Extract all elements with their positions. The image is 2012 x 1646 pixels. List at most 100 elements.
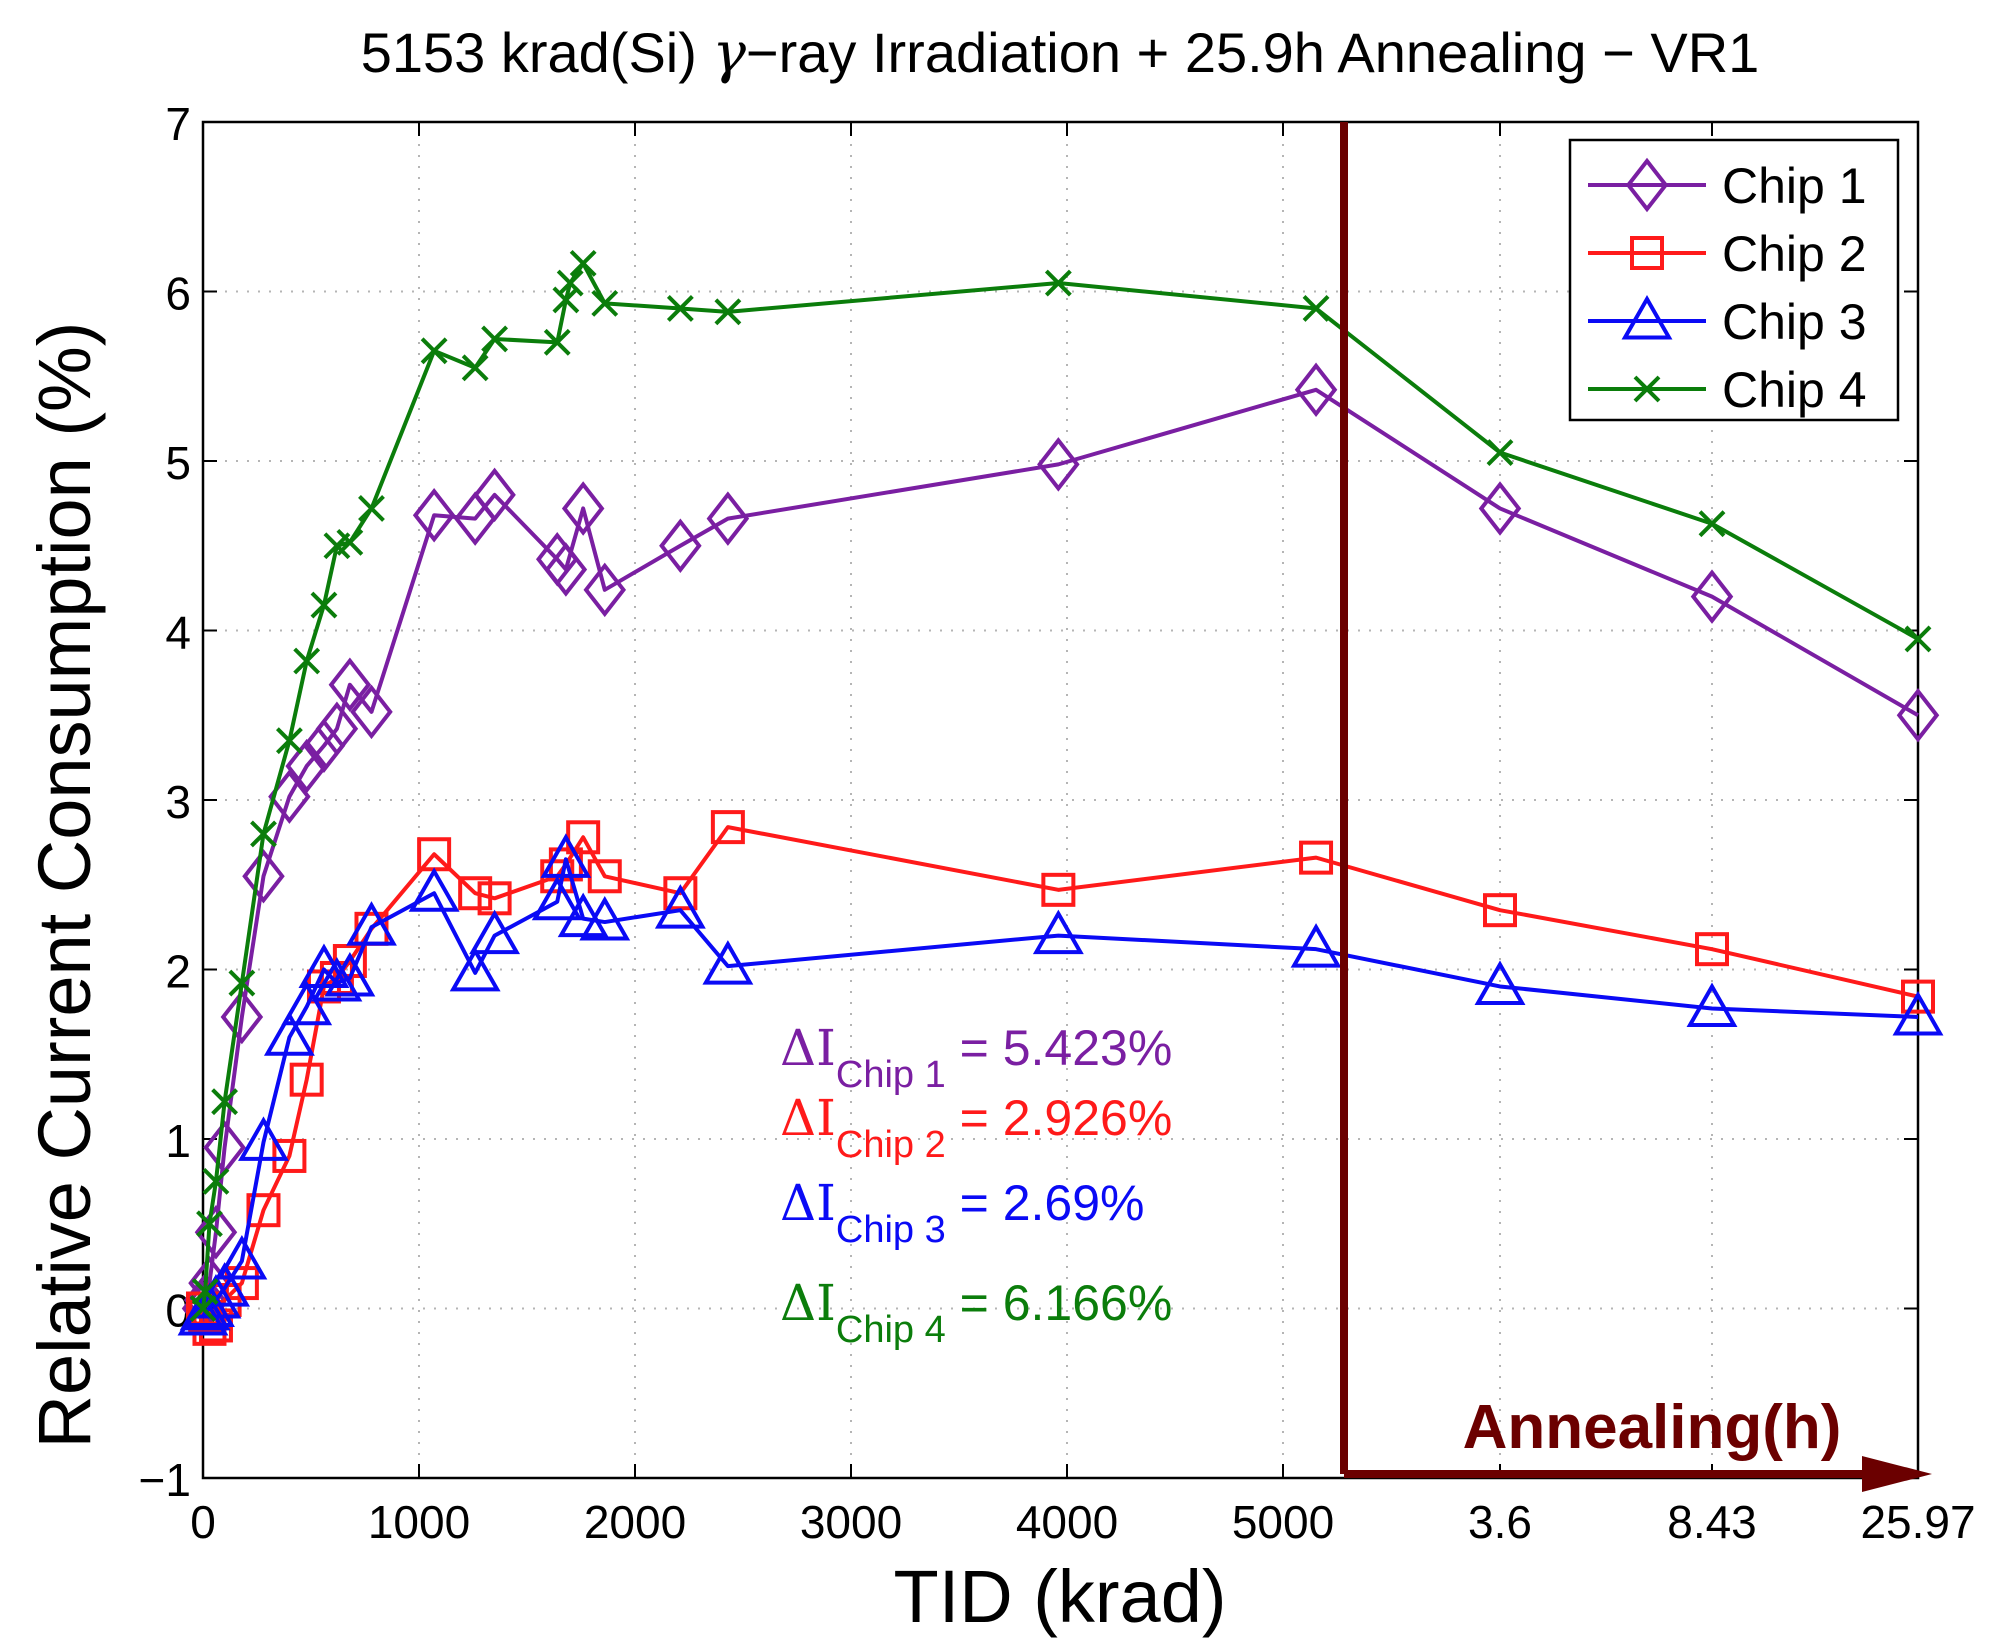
- current-symbol: I: [816, 1019, 836, 1077]
- data-point: [191, 1278, 219, 1305]
- legend-marker-diamond: [1625, 157, 1669, 213]
- y-tick-label: 3: [165, 776, 191, 828]
- data-point: [1483, 893, 1517, 928]
- data-point: [1302, 295, 1330, 322]
- legend-marker-triangle: [1621, 294, 1673, 340]
- data-point: [179, 1285, 231, 1331]
- legend-label: Chip 2: [1722, 226, 1867, 282]
- y-tick-label: 7: [165, 98, 191, 150]
- subscript: Chip 3: [836, 1209, 946, 1251]
- data-point: [302, 718, 346, 774]
- current-symbol: I: [816, 1274, 836, 1332]
- data-point: [540, 833, 592, 878]
- data-point: [250, 820, 277, 848]
- data-point: [211, 1088, 239, 1116]
- data-point: [473, 467, 516, 523]
- chart-title: 5153 krad(Si) γ−ray Irradiation + 25.9h …: [361, 21, 1760, 86]
- data-point: [583, 562, 627, 618]
- data-point: [561, 481, 605, 536]
- series-group: [177, 249, 1944, 1346]
- data-point: [408, 867, 460, 912]
- data-point: [1698, 510, 1726, 538]
- data-point: [310, 591, 338, 619]
- data-point: [336, 528, 364, 556]
- data-point: [238, 1116, 289, 1161]
- annealing-tick-label: 8.43: [1667, 1496, 1757, 1548]
- data-point: [246, 1193, 281, 1228]
- delta-symbol: Δ: [780, 1019, 816, 1077]
- data-point: [714, 298, 742, 326]
- x-tick-label: 2000: [584, 1496, 686, 1548]
- data-point: [449, 946, 501, 992]
- data-point: [531, 875, 583, 921]
- data-point: [242, 849, 285, 904]
- legend-label: Chip 4: [1722, 362, 1867, 418]
- data-point: [1299, 840, 1334, 875]
- data-point: [458, 876, 493, 911]
- delta-annotation: ΔIChip 4 = 6.166%: [780, 1274, 1172, 1351]
- delta-annotation: ΔIChip 1 = 5.423%: [780, 1019, 1172, 1096]
- data-point: [315, 701, 359, 757]
- data-point: [1290, 923, 1342, 968]
- data-point: [556, 269, 584, 297]
- data-point: [228, 969, 256, 997]
- data-point: [420, 337, 448, 365]
- data-point: [569, 249, 597, 277]
- data-point: [469, 909, 521, 955]
- data-point: [216, 1235, 268, 1280]
- current-symbol: I: [816, 1174, 836, 1232]
- data-point: [710, 810, 745, 845]
- data-point: [1044, 269, 1072, 297]
- annealing-tick-label: 25.97: [1860, 1496, 1975, 1548]
- current-symbol: I: [816, 1089, 836, 1147]
- annealing-label: Annealing(h): [1463, 1393, 1842, 1462]
- data-point: [591, 289, 619, 317]
- legend-label: Chip 3: [1722, 294, 1867, 350]
- delta-value: = 2.69%: [946, 1175, 1145, 1231]
- annealing-tick-label: 3.6: [1468, 1496, 1532, 1548]
- x-axis-label: TID (krad): [894, 1555, 1227, 1638]
- delta-annotation: ΔIChip 2 = 2.926%: [780, 1089, 1172, 1166]
- delta-value: = 6.166%: [946, 1275, 1173, 1331]
- delta-symbol: Δ: [780, 1174, 816, 1232]
- subscript: Chip 4: [836, 1309, 946, 1351]
- data-point: [324, 951, 376, 997]
- legend-label: Chip 1: [1722, 158, 1867, 214]
- subscript: Chip 1: [836, 1054, 946, 1096]
- delta-annotations: ΔIChip 1 = 5.423%ΔIChip 2 = 2.926%ΔIChip…: [780, 1019, 1172, 1351]
- data-point: [481, 325, 509, 353]
- x-tick-label: 1000: [368, 1496, 470, 1548]
- delta-value: = 5.423%: [946, 1020, 1173, 1076]
- data-point: [220, 989, 264, 1045]
- y-tick-label: 4: [165, 607, 191, 659]
- data-point: [350, 684, 393, 740]
- data-point: [1478, 481, 1522, 536]
- data-point: [1695, 932, 1729, 967]
- data-point: [579, 896, 631, 941]
- data-point: [412, 487, 456, 543]
- data-point: [263, 1011, 315, 1056]
- delta-value: = 2.926%: [946, 1090, 1173, 1146]
- data-point: [461, 354, 489, 382]
- data-point: [293, 647, 321, 675]
- legend-marker-x: [1633, 375, 1661, 403]
- series-chip-4: [189, 249, 1932, 1322]
- data-point: [544, 542, 588, 597]
- x-axis: 0 1000 2000 3000 4000 5000 3.6 8.43 25.97: [190, 122, 1976, 1548]
- annealing-arrow-head: [1862, 1456, 1932, 1492]
- data-point: [1686, 982, 1738, 1027]
- series-line: [201, 825, 1919, 1331]
- y-tick-label: 5: [165, 437, 191, 489]
- series-line: [201, 261, 1919, 1309]
- data-point: [358, 495, 385, 522]
- data-point: [328, 657, 372, 712]
- y-axis-label: Relative Current Consumption (%): [23, 322, 106, 1449]
- data-point: [543, 328, 571, 356]
- x-tick-label: 3000: [800, 1496, 902, 1548]
- x-tick-label: 5000: [1232, 1496, 1334, 1548]
- data-point: [1294, 362, 1338, 418]
- y-tick-label: 2: [165, 946, 191, 998]
- x-tick-label: 0: [190, 1496, 216, 1548]
- y-tick-label: −1: [139, 1454, 191, 1506]
